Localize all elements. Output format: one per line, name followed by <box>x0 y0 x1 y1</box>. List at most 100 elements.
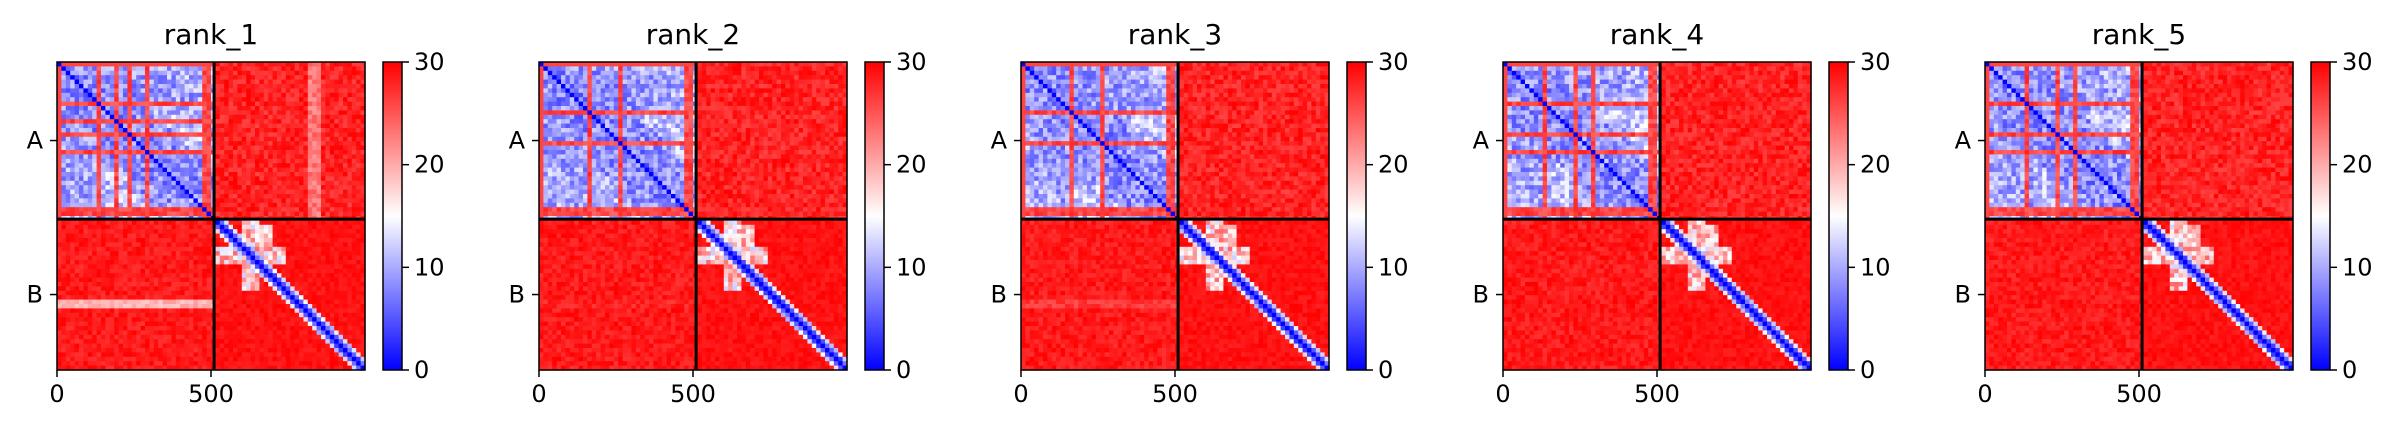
heatmap-cell <box>66 115 71 120</box>
heatmap-cell <box>141 348 146 353</box>
heatmap-cell <box>171 220 176 225</box>
heatmap-cell <box>83 278 88 283</box>
heatmap-cell <box>207 97 212 102</box>
heatmap-cell <box>132 278 137 283</box>
heatmap-cell <box>347 88 352 93</box>
heatmap-cell <box>114 185 119 190</box>
heatmap-cell <box>268 251 273 256</box>
heatmap-cell <box>145 322 150 327</box>
heatmap-cell <box>325 185 330 190</box>
heatmap-cell <box>251 102 256 107</box>
heatmap-cell <box>79 198 84 203</box>
heatmap-cell <box>295 132 300 137</box>
heatmap-cell <box>229 132 234 137</box>
heatmap-cell <box>268 141 273 146</box>
heatmap-cell <box>259 357 264 362</box>
heatmap-cell <box>299 322 304 327</box>
heatmap-cell <box>70 242 75 247</box>
heatmap-cell <box>330 357 335 362</box>
heatmap-cell <box>198 185 203 190</box>
heatmap-cell <box>290 278 295 283</box>
heatmap-cell <box>290 251 295 256</box>
heatmap-cell <box>163 220 168 225</box>
heatmap-cell <box>70 84 75 89</box>
heatmap-cell <box>352 163 357 168</box>
heatmap-cell <box>198 273 203 278</box>
heatmap-cell <box>198 203 203 208</box>
heatmap-cell <box>123 269 128 274</box>
heatmap-cell <box>154 273 159 278</box>
heatmap-cell <box>303 124 308 129</box>
heatmap-cell <box>132 190 137 195</box>
heatmap-cell <box>255 322 260 327</box>
heatmap-cell <box>281 242 286 247</box>
heatmap-cell <box>352 172 357 177</box>
heatmap-cell <box>356 176 361 181</box>
heatmap-cell <box>251 317 256 322</box>
heatmap-cell <box>75 352 80 357</box>
heatmap-cell <box>237 207 242 212</box>
heatmap-cell <box>75 286 80 291</box>
heatmap-cell <box>273 234 278 239</box>
heatmap-cell <box>281 308 286 313</box>
heatmap-cell <box>290 159 295 164</box>
heatmap-cell <box>141 251 146 256</box>
heatmap-cell <box>339 242 344 247</box>
heatmap-cell <box>347 190 352 195</box>
heatmap-cell <box>154 119 159 124</box>
heatmap-cell <box>237 300 242 305</box>
heatmap-cell <box>268 326 273 331</box>
heatmap-cell <box>158 339 163 344</box>
heatmap-cell <box>158 225 163 230</box>
heatmap-cell <box>79 322 84 327</box>
heatmap-cell <box>356 119 361 124</box>
heatmap-cell <box>79 106 84 111</box>
heatmap-cell <box>141 80 146 85</box>
heatmap-cell <box>88 304 93 309</box>
heatmap-cell <box>220 234 225 239</box>
heatmap-cell <box>330 106 335 111</box>
heatmap-cell <box>330 75 335 80</box>
heatmap-cell <box>303 106 308 111</box>
heatmap-cell <box>242 128 247 133</box>
heatmap-cell <box>158 238 163 243</box>
heatmap-cell <box>66 203 71 208</box>
heatmap-cell <box>229 119 234 124</box>
heatmap-cell <box>334 194 339 199</box>
heatmap-cell <box>119 110 124 115</box>
heatmap-cell <box>70 229 75 234</box>
heatmap-cell <box>92 348 97 353</box>
heatmap-cell <box>101 106 106 111</box>
heatmap-cell <box>202 176 207 181</box>
heatmap-cell <box>295 97 300 102</box>
heatmap-cell <box>123 229 128 234</box>
heatmap-cell <box>242 313 247 318</box>
heatmap-cell <box>70 75 75 80</box>
heatmap-cell <box>83 75 88 80</box>
heatmap-cell <box>290 203 295 208</box>
heatmap-cell <box>110 348 115 353</box>
heatmap-cell <box>207 234 212 239</box>
heatmap-cell <box>352 361 357 366</box>
heatmap-cell <box>295 357 300 362</box>
heatmap-cell <box>97 273 102 278</box>
heatmap-cell <box>339 141 344 146</box>
heatmap-cell <box>356 273 361 278</box>
heatmap-cell <box>189 66 194 71</box>
heatmap-cell <box>167 141 172 146</box>
heatmap-cell <box>171 225 176 230</box>
heatmap-cell <box>343 132 348 137</box>
heatmap-cell <box>215 119 220 124</box>
heatmap-cell <box>145 247 150 252</box>
heatmap-cell <box>224 357 229 362</box>
heatmap-cell <box>189 330 194 335</box>
heatmap-cell <box>61 154 66 159</box>
heatmap-cell <box>171 300 176 305</box>
heatmap-cell <box>176 181 181 186</box>
heatmap-cell <box>114 141 119 146</box>
heatmap-cell <box>114 234 119 239</box>
heatmap-cell <box>273 326 278 331</box>
heatmap-cell <box>339 348 344 353</box>
heatmap-cell <box>158 344 163 349</box>
heatmap-cell <box>312 264 317 269</box>
